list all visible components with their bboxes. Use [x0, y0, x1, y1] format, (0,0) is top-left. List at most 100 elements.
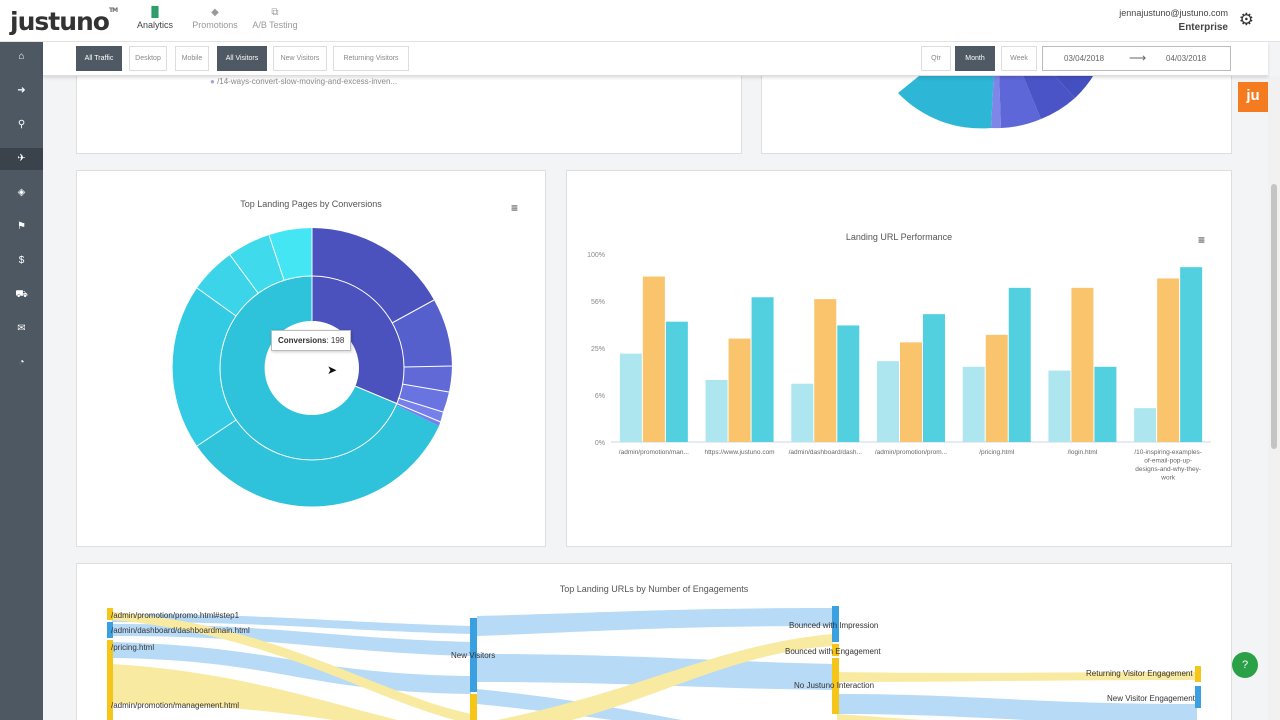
sankey-engagement-label: New Visitor Engagement — [1107, 694, 1196, 703]
sidebar-home[interactable]: ⌂ — [0, 46, 43, 68]
date-from: 03/04/2018 — [1064, 54, 1105, 63]
bar[interactable] — [985, 334, 1008, 442]
filter-returning-visitors[interactable]: Returning Visitors — [333, 46, 409, 71]
sankey-link — [497, 634, 833, 720]
bar[interactable] — [877, 361, 899, 442]
bar[interactable] — [1157, 278, 1180, 442]
user-info[interactable]: jennajustuno@justuno.com Enterprise — [1119, 8, 1228, 33]
home-icon: ⌂ — [18, 51, 25, 62]
hamburger-menu-icon[interactable]: ≡ — [1198, 233, 1206, 247]
bar[interactable] — [923, 314, 945, 442]
sidebar-plane[interactable]: ✈ — [0, 148, 43, 170]
bar[interactable] — [619, 353, 642, 442]
sankey-node[interactable] — [1195, 666, 1201, 682]
gear-icon[interactable]: ⚙ — [1238, 10, 1254, 29]
sidebar-dashboard[interactable]: ◔ — [0, 352, 43, 374]
sankey-node[interactable] — [470, 618, 477, 692]
tooltip-value: 198 — [330, 336, 345, 345]
page-scrollbar[interactable] — [1268, 76, 1280, 720]
sidebar-cart[interactable]: ⛟ — [0, 284, 43, 306]
legend-dot: ● — [210, 77, 218, 86]
cart-icon: ⛟ — [15, 289, 28, 300]
sidebar-envelope[interactable]: ✉ — [0, 318, 43, 340]
bar[interactable] — [814, 299, 837, 442]
period-qtr[interactable]: Qtr — [921, 46, 951, 71]
sankey-outcome-label: Bounced with Engagement — [785, 647, 881, 656]
bar[interactable] — [642, 276, 665, 442]
sankey-link — [112, 642, 471, 694]
x-tick-label: work — [1160, 475, 1175, 482]
x-tick-label: designs-and-why-they- — [1135, 466, 1201, 473]
filter-new-visitors[interactable]: New Visitors — [273, 46, 327, 71]
top-bar: justunoTM ▐▌ Analytics ◆ Promotions ⧉ A/… — [0, 0, 1280, 42]
sankey-node[interactable] — [832, 644, 839, 656]
sankey-link — [837, 714, 924, 720]
justuno-logo[interactable]: justunoTM — [10, 7, 118, 36]
sign-in-icon: ➜ — [17, 85, 26, 96]
tag-icon: ◆ — [211, 7, 219, 18]
partial-url-item: ● /14-ways-convert-slow-moving-and-exces… — [210, 77, 397, 86]
sidebar-flag[interactable]: ⚑ — [0, 216, 43, 238]
y-tick-label: 6% — [595, 393, 605, 400]
sankey-node[interactable] — [107, 608, 113, 620]
bar[interactable] — [1094, 366, 1117, 442]
filter-all-traffic[interactable]: All Traffic — [76, 46, 122, 71]
sunburst-outer-segment — [398, 384, 449, 412]
sankey-link — [477, 654, 833, 690]
filter-desktop[interactable]: Desktop — [129, 46, 167, 71]
sankey-node[interactable] — [107, 622, 113, 638]
sunburst-outer-segment — [197, 255, 258, 316]
sankey-link — [837, 694, 1197, 720]
user-plan: Enterprise — [1178, 22, 1228, 33]
sunburst-outer-segment — [396, 398, 443, 426]
bar[interactable] — [900, 342, 922, 442]
top-nav: ▐▌ Analytics ◆ Promotions ⧉ A/B Testing — [125, 6, 305, 30]
period-week[interactable]: Week — [1001, 46, 1037, 71]
sidebar-search[interactable]: ⚲ — [0, 114, 43, 136]
sidebar-tags[interactable]: ◈ — [0, 182, 43, 204]
sankey-node[interactable] — [832, 606, 839, 642]
sidebar-dollar[interactable]: $ — [0, 250, 43, 272]
partial-url-text: /14-ways-convert-slow-moving-and-excess-… — [217, 77, 398, 86]
x-tick-label: /admin/promotion/prom... — [875, 449, 947, 456]
nav-analytics-label: Analytics — [136, 20, 173, 30]
bar[interactable] — [1048, 370, 1071, 442]
help-icon[interactable]: ? — [1232, 652, 1258, 678]
bar[interactable] — [837, 325, 860, 442]
scrollbar-thumb[interactable] — [1271, 184, 1277, 449]
bar[interactable] — [751, 297, 774, 442]
arrow-right-icon: ⟶ — [1129, 51, 1147, 65]
nav-ab-testing[interactable]: ⧉ A/B Testing — [245, 6, 305, 30]
hamburger-menu-icon[interactable]: ≡ — [511, 201, 519, 215]
period-month[interactable]: Month — [955, 46, 995, 71]
bar[interactable] — [665, 321, 688, 442]
sankey-node[interactable] — [470, 694, 477, 720]
sunburst-outer-segment — [312, 228, 434, 323]
sankey-link — [837, 672, 1197, 682]
nav-analytics[interactable]: ▐▌ Analytics — [125, 6, 185, 30]
sankey-outcome-label: Bounced with Impression — [789, 621, 878, 630]
sankey-node[interactable] — [1195, 686, 1201, 708]
sankey-source-label: /pricing.html — [111, 643, 154, 652]
bar[interactable] — [728, 338, 751, 442]
filter-all-visitors[interactable]: All Visitors — [217, 46, 267, 71]
bar[interactable] — [1071, 287, 1094, 442]
sankey-node[interactable] — [832, 658, 839, 714]
bar[interactable] — [962, 366, 985, 442]
sunburst-inner-segment — [219, 275, 398, 460]
bar[interactable] — [1180, 267, 1203, 442]
sankey-node[interactable] — [107, 640, 113, 720]
filter-mobile[interactable]: Mobile — [175, 46, 209, 71]
y-tick-label: 0% — [595, 440, 605, 447]
x-tick-label: /10-inspiring-examples- — [1134, 449, 1202, 456]
bar[interactable] — [791, 383, 814, 442]
bar[interactable] — [705, 379, 728, 442]
nav-promotions[interactable]: ◆ Promotions — [185, 6, 245, 30]
x-tick-label: /pricing.html — [979, 449, 1015, 456]
date-range-picker[interactable]: 03/04/2018 ⟶ 04/03/2018 — [1042, 46, 1231, 71]
justuno-badge[interactable]: ju — [1238, 82, 1268, 112]
sunburst-tooltip: Conversions: 198 — [271, 330, 352, 351]
bar[interactable] — [1008, 287, 1031, 442]
bar[interactable] — [1134, 408, 1157, 442]
sidebar-sign-in[interactable]: ➜ — [0, 80, 43, 102]
